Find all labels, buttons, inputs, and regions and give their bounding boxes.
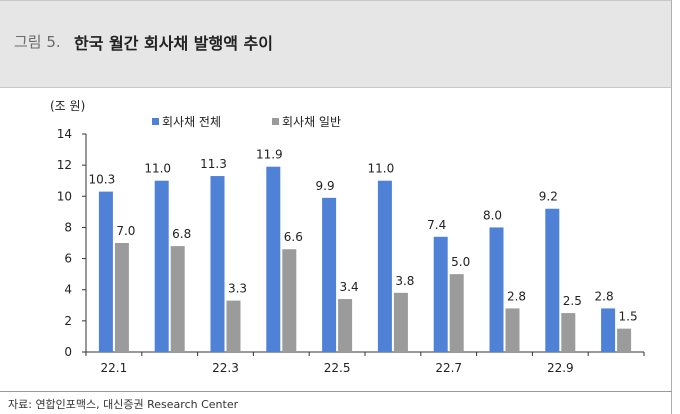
bar-general: [561, 313, 576, 352]
bar-general: [449, 274, 464, 352]
bar-total: [154, 180, 169, 352]
unit-label: (조 원): [50, 99, 85, 113]
figure-title: 한국 월간 회사채 발행액 추이: [74, 34, 273, 53]
y-tick-label: 0: [64, 345, 72, 359]
source-note: 자료: 연합인포맥스, 대신증권 Research Center: [8, 398, 239, 411]
data-label-total: 11.0: [144, 162, 171, 176]
y-tick-label: 14: [57, 127, 72, 141]
bar-general: [282, 249, 297, 352]
data-label-total: 11.0: [368, 162, 395, 176]
bar-total: [266, 166, 281, 352]
x-tick-label: 22.7: [435, 361, 462, 375]
x-tick-label: 22.5: [324, 361, 351, 375]
data-label-total: 9.9: [316, 179, 335, 193]
data-label-general: 3.3: [228, 282, 247, 296]
bar-chart: (조 원) 회사채 전체 회사채 일반 0 2 4 6 8 10 12 14 22.1 22.3 22.5…: [50, 99, 645, 375]
y-tick-label: 4: [64, 283, 72, 297]
right-border: [671, 0, 672, 414]
bar-general: [226, 300, 241, 352]
bar-total: [601, 308, 616, 352]
data-label-general: 5.0: [451, 255, 470, 269]
data-label-general: 3.4: [340, 280, 359, 294]
figure-number: 그림 5.: [14, 33, 61, 51]
bar-total: [489, 227, 504, 352]
bar-general: [170, 246, 185, 352]
y-tick-label: 8: [64, 220, 72, 234]
bar-general: [393, 292, 408, 352]
y-tick-label: 6: [64, 252, 72, 266]
bar-general: [114, 243, 129, 352]
y-tick-label: 2: [64, 314, 72, 328]
bar-total: [377, 180, 392, 352]
data-label-total: 11.9: [256, 148, 283, 162]
data-label-total: 10.3: [89, 173, 116, 187]
bar-total: [545, 208, 560, 352]
data-label-general: 7.0: [116, 224, 135, 238]
y-tick-label: 12: [57, 158, 72, 172]
legend-swatch-1: [152, 118, 159, 125]
bar-total: [210, 176, 225, 352]
data-label-total: 7.4: [427, 218, 446, 232]
data-label-total: 2.8: [595, 289, 614, 303]
data-label-general: 2.8: [507, 289, 526, 303]
bar-general: [338, 299, 353, 352]
y-tick-label: 10: [57, 189, 72, 203]
bar-total: [98, 191, 113, 352]
legend-label-2: 회사채 일반: [282, 115, 341, 129]
data-label-total: 8.0: [483, 208, 502, 222]
figure-header: 그림 5. 한국 월간 회사채 발행액 추이: [0, 0, 672, 88]
bar-general: [505, 308, 520, 352]
bar-total: [322, 197, 337, 352]
legend-label-1: 회사채 전체: [162, 115, 221, 129]
x-tick-label: 22.9: [547, 361, 574, 375]
data-label-general: 6.6: [284, 230, 303, 244]
data-label-general: 3.8: [395, 274, 414, 288]
x-tick-label: 22.3: [212, 361, 239, 375]
data-label-general: 1.5: [619, 310, 638, 324]
footer-divider: [0, 391, 672, 392]
data-label-general: 2.5: [563, 294, 582, 308]
data-label-total: 11.3: [200, 157, 227, 171]
data-label-general: 6.8: [172, 227, 191, 241]
x-tick-label: 22.1: [101, 361, 128, 375]
legend-swatch-2: [272, 118, 279, 125]
data-label-total: 9.2: [539, 190, 558, 204]
bar-general: [617, 328, 632, 352]
bar-total: [433, 236, 448, 352]
